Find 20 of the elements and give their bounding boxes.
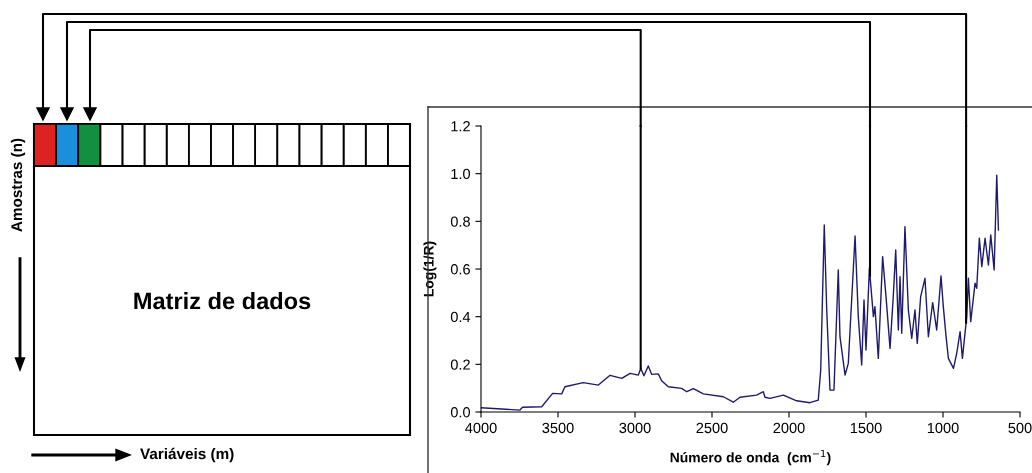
x-tick-label: 2000 <box>773 422 805 434</box>
y-tick-label: 0.8 <box>450 216 470 227</box>
x-tick-label: 500 <box>1008 422 1032 434</box>
x-tick-label: 2500 <box>696 422 728 434</box>
y-axis-title: Log(1/R) <box>423 241 437 297</box>
x-axis-title: Número de onda (cm$^{−1}$) <box>670 449 831 466</box>
x-tick-label: 1500 <box>850 422 882 434</box>
y-tick-label: 1.0 <box>451 168 471 180</box>
x-tick-label: 3000 <box>619 422 651 434</box>
y-tick-label: 0.6 <box>450 264 470 275</box>
x-tick-label: 4000 <box>465 422 497 434</box>
text: Variáveis (m) <box>140 447 234 463</box>
text: Amostras (n) <box>10 138 26 232</box>
y-tick-label: 0.2 <box>450 359 470 370</box>
text: Matriz de dados <box>134 291 311 310</box>
x-tick-label: 3500 <box>542 422 574 434</box>
y-tick-label: 0.0 <box>450 407 471 418</box>
x-tick-label: 1000 <box>927 422 959 434</box>
y-tick-label: 1.2 <box>451 121 470 132</box>
y-tick-label: 0.4 <box>450 311 471 323</box>
